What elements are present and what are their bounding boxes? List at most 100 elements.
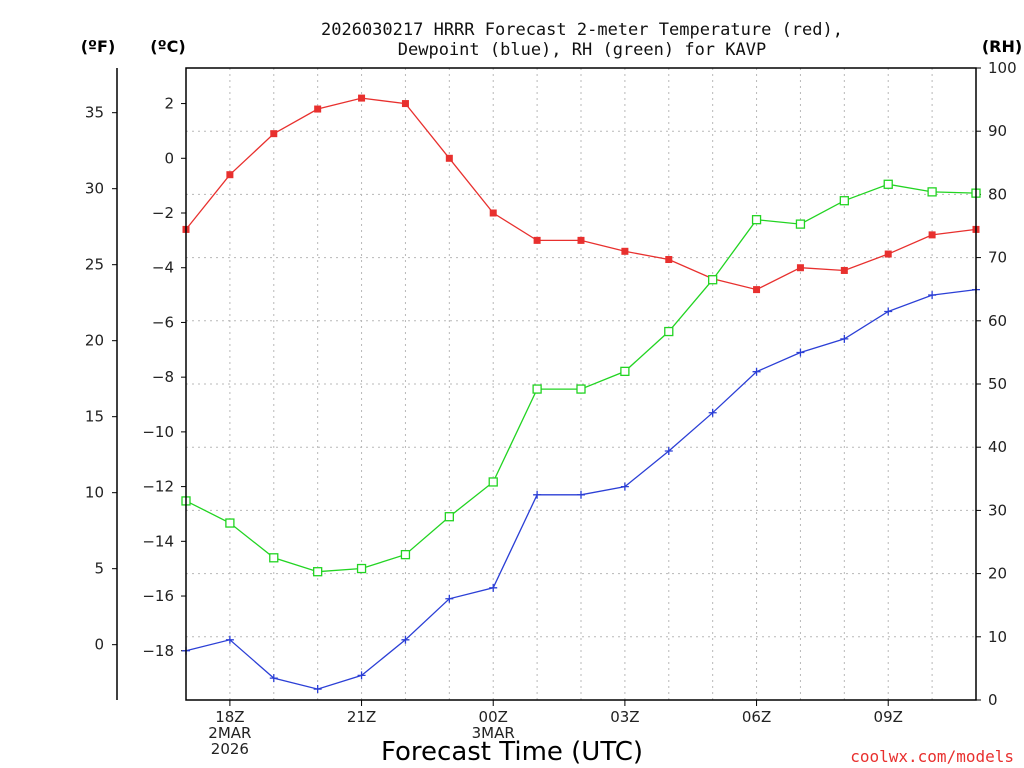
rh-point bbox=[883, 179, 893, 189]
temperature-point bbox=[577, 236, 585, 244]
rh-point bbox=[225, 518, 235, 528]
fahrenheit-tick-label: 20 bbox=[85, 332, 104, 350]
series-layer bbox=[181, 94, 981, 694]
dewpoint-point bbox=[577, 490, 585, 499]
grid bbox=[186, 68, 976, 700]
rh-point bbox=[708, 275, 718, 285]
dewpoint-point bbox=[489, 583, 498, 592]
dewpoint-point bbox=[708, 408, 717, 417]
dewpoint-point bbox=[796, 348, 805, 357]
dewpoint-point bbox=[533, 490, 542, 499]
celsius-tick-label: −12 bbox=[142, 478, 174, 496]
rh-point bbox=[664, 326, 674, 337]
chart-title-line-1: 2026030217 HRRR Forecast 2-meter Tempera… bbox=[321, 20, 843, 40]
x-tick-label: 3MAR bbox=[472, 724, 515, 742]
rh-tick-label: 80 bbox=[988, 185, 1007, 203]
celsius-axis: 2 0 −2 −4 −6 −8 −10 −12 −14 −16 −18 bbox=[142, 95, 186, 660]
celsius-tick-label: −14 bbox=[142, 532, 174, 550]
temperature-point bbox=[621, 247, 629, 255]
temperature-point bbox=[840, 266, 848, 274]
rh-tick-label: 100 bbox=[988, 59, 1017, 77]
rh-tick-label: 90 bbox=[988, 122, 1007, 140]
dewpoint-point bbox=[313, 685, 322, 694]
temperature-point bbox=[226, 171, 234, 179]
celsius-unit-label: (ºC) bbox=[150, 37, 185, 56]
rh-point bbox=[313, 567, 323, 577]
temperature-point bbox=[358, 94, 366, 102]
rh-tick-label: 50 bbox=[988, 375, 1007, 393]
chart-title-line-2: Dewpoint (blue), RH (green) for KAVP bbox=[398, 40, 766, 60]
celsius-tick-label: −10 bbox=[142, 423, 174, 441]
celsius-tick-label: −2 bbox=[152, 204, 174, 222]
celsius-tick-label: −16 bbox=[142, 587, 174, 605]
x-tick-label: 18Z bbox=[215, 708, 244, 726]
temperature-point bbox=[928, 231, 936, 239]
dewpoint-point bbox=[664, 447, 673, 456]
celsius-tick-label: −18 bbox=[142, 642, 174, 660]
celsius-tick-label: 2 bbox=[164, 95, 174, 113]
rh-tick-label: 20 bbox=[988, 565, 1007, 583]
x-tick-label: 06Z bbox=[742, 708, 771, 726]
temperature-point bbox=[796, 264, 804, 272]
x-axis-title: Forecast Time (UTC) bbox=[381, 737, 643, 767]
rh-point bbox=[927, 187, 937, 197]
dewpoint-series bbox=[182, 285, 980, 694]
dewpoint-point bbox=[840, 334, 849, 343]
fahrenheit-tick-label: 0 bbox=[94, 636, 104, 654]
dewpoint-point bbox=[225, 635, 234, 644]
rh-tick-label: 30 bbox=[988, 501, 1007, 519]
dewpoint-point bbox=[752, 367, 761, 376]
rh-series bbox=[181, 179, 981, 577]
temperature-point bbox=[314, 105, 322, 113]
temperature-point bbox=[884, 250, 892, 258]
temperature-point bbox=[270, 130, 278, 138]
x-tick-label: 09Z bbox=[874, 708, 903, 726]
fahrenheit-axis: 35 30 25 20 15 10 5 0 bbox=[85, 104, 117, 654]
temperature-point bbox=[753, 286, 761, 294]
rh-tick-label: 0 bbox=[988, 691, 998, 709]
celsius-tick-label: −4 bbox=[152, 259, 174, 277]
rh-point bbox=[839, 196, 849, 206]
rh-tick-label: 60 bbox=[988, 312, 1007, 330]
rh-point bbox=[356, 563, 367, 574]
temperature-point bbox=[489, 209, 497, 217]
temperature-point bbox=[445, 154, 453, 162]
x-tick-label: 00Z bbox=[479, 708, 508, 726]
x-tick-label: 2026 bbox=[211, 740, 249, 758]
rh-point bbox=[532, 384, 542, 394]
fahrenheit-unit-label: (ºF) bbox=[81, 37, 116, 56]
temperature-point bbox=[533, 236, 541, 244]
x-tick-label: 21Z bbox=[347, 708, 376, 726]
fahrenheit-tick-label: 5 bbox=[94, 560, 104, 578]
rh-point bbox=[269, 553, 279, 563]
rh-point bbox=[751, 215, 762, 225]
credit-label: coolwx.com/models bbox=[850, 747, 1014, 766]
x-tick-label: 03Z bbox=[610, 708, 639, 726]
rh-unit-label: (RH) bbox=[982, 37, 1022, 56]
temperature-series bbox=[182, 94, 980, 294]
rh-tick-label: 10 bbox=[988, 628, 1007, 646]
dewpoint-point bbox=[269, 674, 278, 683]
rh-point bbox=[620, 366, 630, 377]
fahrenheit-tick-label: 35 bbox=[85, 104, 104, 122]
rh-point bbox=[576, 384, 586, 394]
rh-point bbox=[488, 477, 498, 487]
temperature-point bbox=[665, 256, 673, 264]
plot-frame bbox=[185, 67, 977, 701]
fahrenheit-tick-label: 30 bbox=[85, 180, 104, 198]
rh-tick-label: 40 bbox=[988, 438, 1007, 456]
celsius-tick-label: 0 bbox=[164, 149, 174, 167]
rh-tick-label: 70 bbox=[988, 249, 1007, 267]
dewpoint-point bbox=[445, 594, 454, 603]
fahrenheit-tick-label: 15 bbox=[85, 408, 104, 426]
celsius-tick-label: −8 bbox=[152, 368, 174, 386]
x-tick-label: 2MAR bbox=[208, 724, 251, 742]
temperature-point bbox=[401, 100, 409, 108]
dewpoint-point bbox=[401, 635, 410, 644]
dewpoint-point bbox=[884, 307, 893, 316]
dewpoint-point bbox=[620, 482, 629, 491]
fahrenheit-tick-label: 25 bbox=[85, 256, 104, 274]
